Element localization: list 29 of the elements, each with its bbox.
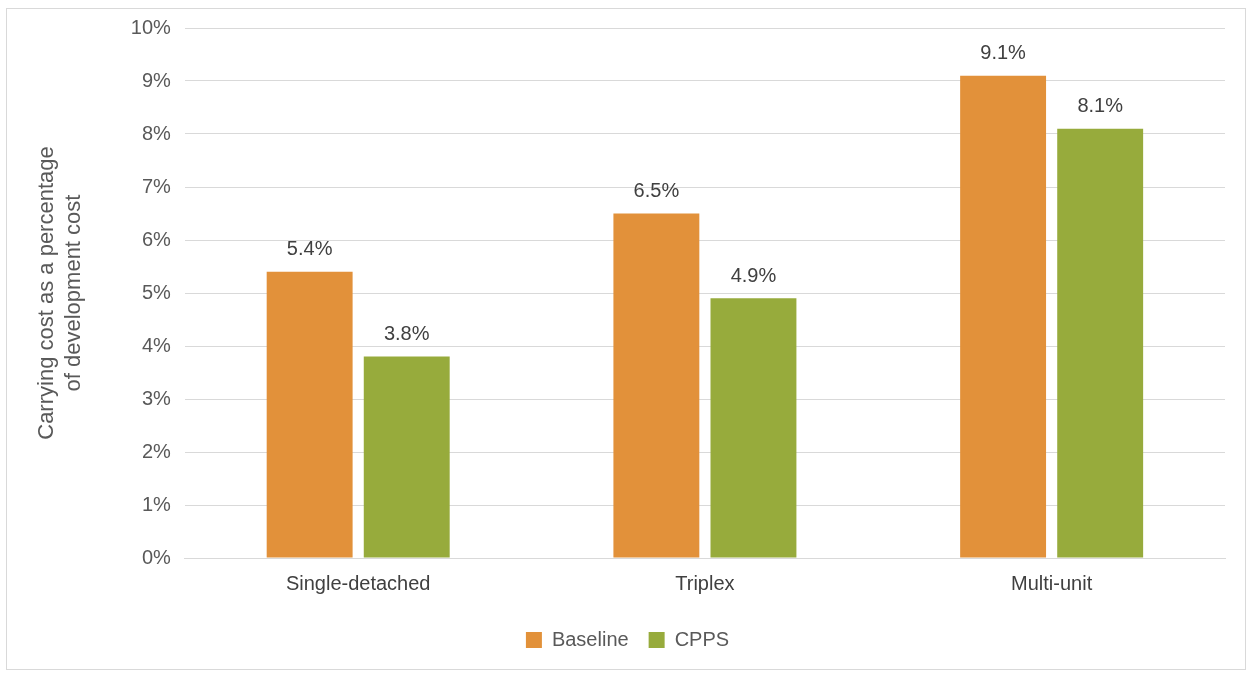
text: 8.1%: [1077, 94, 1123, 117]
bar: [960, 75, 1047, 558]
bar: [1057, 128, 1144, 558]
legend-label: Baseline: [551, 627, 629, 650]
text: 9.1%: [980, 41, 1026, 64]
y-tick-label: 5%: [141, 280, 172, 303]
x-tick-label: Single-detached: [285, 571, 431, 594]
y-tick-label: 4%: [141, 333, 172, 356]
y-tick-label: 8%: [141, 121, 172, 144]
bar: [363, 356, 450, 558]
y-tick-label: 10%: [130, 15, 172, 38]
y-tick-label: 6%: [141, 227, 172, 250]
text: 6.5%: [633, 179, 680, 202]
y-tick-label: 0%: [141, 545, 172, 568]
y-tick-label: 7%: [141, 174, 172, 197]
x-tick-label: Triplex: [675, 571, 735, 594]
y-tick-label: 9%: [141, 68, 172, 91]
y-tick-label: 3%: [141, 386, 172, 409]
text: 5.4%: [286, 237, 333, 260]
y-axis-title: Carrying cost as a percentage of development cost: [33, 146, 85, 440]
x-tick-label: Multi-unit: [1011, 571, 1093, 594]
y-tick-label: 1%: [141, 492, 172, 515]
bar: [613, 213, 700, 558]
bar: [710, 298, 797, 558]
bar: [266, 271, 353, 558]
legend-label: CPPS: [674, 627, 730, 650]
text: 3.8%: [383, 322, 430, 345]
text: 4.9%: [730, 263, 777, 286]
y-tick-label: 2%: [141, 439, 172, 462]
